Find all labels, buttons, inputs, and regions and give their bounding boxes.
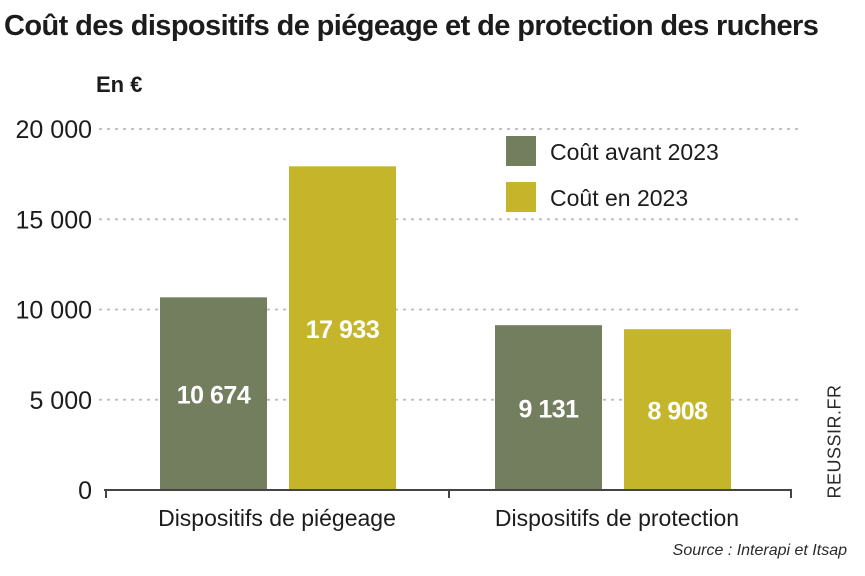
x-category-label: Dispositifs de protection bbox=[495, 505, 739, 531]
legend-swatch bbox=[506, 136, 536, 166]
chart-title: Coût des dispositifs de piégeage et de p… bbox=[4, 10, 819, 42]
y-axis-unit-label: En € bbox=[96, 72, 143, 97]
side-credit: REUSSIR.FR bbox=[822, 383, 848, 499]
x-category-label: Dispositifs de piégeage bbox=[158, 505, 396, 531]
bar-in-2023 bbox=[289, 166, 396, 490]
y-tick-label: 20 000 bbox=[16, 116, 92, 144]
bar-in-2023 bbox=[624, 329, 731, 490]
y-tick-label: 10 000 bbox=[16, 297, 92, 325]
bar-before-2023 bbox=[495, 325, 602, 490]
y-tick-label: 0 bbox=[78, 477, 92, 505]
bar-value-label: 10 674 bbox=[177, 382, 251, 410]
side-credit-text: REUSSIR.FR bbox=[824, 383, 845, 499]
bar-value-label: 17 933 bbox=[306, 316, 379, 344]
legend: Coût avant 2023 Coût en 2023 bbox=[506, 136, 719, 212]
legend-swatch bbox=[506, 182, 536, 212]
y-axis-ticks: 0 5 000 10 000 15 000 20 000 bbox=[16, 116, 92, 505]
bar-value-label: 9 131 bbox=[518, 396, 579, 424]
y-tick-label: 15 000 bbox=[16, 206, 92, 234]
bars: 10 674 17 933 9 131 8 908 bbox=[160, 166, 731, 490]
y-tick-label: 5 000 bbox=[29, 387, 92, 415]
bar-value-label: 8 908 bbox=[647, 398, 708, 426]
legend-label: Coût avant 2023 bbox=[550, 139, 719, 165]
x-axis: Dispositifs de piégeage Dispositifs de pr… bbox=[104, 489, 792, 531]
legend-label: Coût en 2023 bbox=[550, 185, 688, 211]
source-note: Source : Interapi et Itsap bbox=[672, 542, 847, 559]
bar-before-2023 bbox=[160, 297, 267, 490]
